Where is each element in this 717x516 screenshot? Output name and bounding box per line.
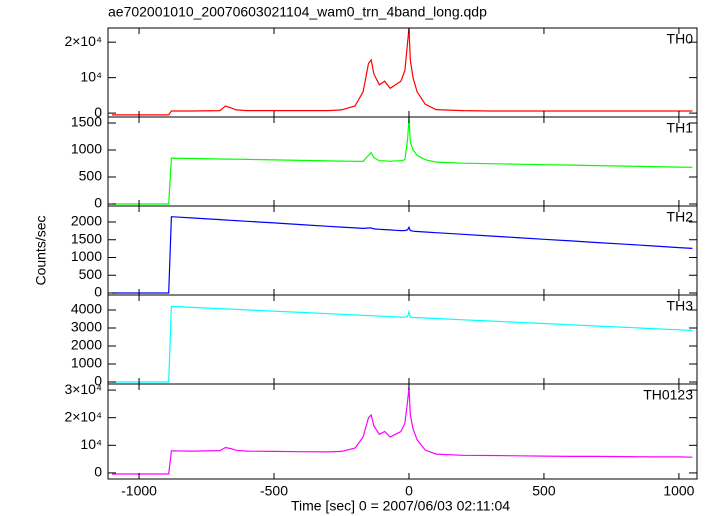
chart-title: ae702001010_20070603021104_wam0_trn_4ban…	[108, 4, 487, 20]
light-curve	[112, 27, 693, 116]
panel-frame	[107, 383, 698, 480]
y-tick-label: 2000	[71, 337, 102, 353]
y-tick-label: 1500	[71, 114, 102, 130]
x-tick-label: 500	[532, 483, 556, 499]
y-tick-label: 2000	[71, 213, 102, 229]
x-tick-label: 1000	[663, 483, 694, 499]
y-tick-label: 10⁴	[80, 68, 102, 84]
light-curve	[112, 216, 693, 294]
x-tick-label: -1000	[121, 483, 157, 499]
panel-frame	[107, 205, 698, 296]
y-tick-label: 3000	[71, 319, 102, 335]
y-tick-label: 0	[94, 195, 102, 211]
panel-frame	[107, 294, 698, 385]
x-axis-label: Time [sec] 0 = 2007/06/03 02:11:04	[291, 498, 510, 514]
panel-label: TH2	[667, 209, 694, 225]
y-tick-label: 2×10⁴	[64, 33, 102, 49]
y-tick-label: 2×10⁴	[64, 408, 102, 424]
panel-frame	[107, 27, 698, 118]
y-axis-label: Counts/sec	[33, 215, 49, 285]
light-curve	[112, 305, 693, 383]
y-tick-label: 500	[79, 168, 103, 184]
panel-label: TH3	[667, 298, 694, 314]
y-tick-label: 500	[79, 266, 103, 282]
x-tick-label: -500	[260, 483, 288, 499]
y-tick-label: 0	[94, 104, 102, 120]
y-tick-label: 3×10⁴	[64, 381, 102, 397]
y-tick-label: 0	[94, 464, 102, 480]
light-curve	[112, 387, 693, 475]
y-tick-label: 0	[94, 284, 102, 300]
y-tick-label: 4000	[71, 301, 102, 317]
y-tick-label: 1000	[71, 141, 102, 157]
y-tick-label: 0	[94, 373, 102, 389]
y-tick-label: 1000	[71, 248, 102, 264]
y-tick-label: 1500	[71, 230, 102, 246]
y-tick-label: 10⁴	[80, 436, 102, 452]
light-curve	[112, 117, 693, 205]
panel-label: TH1	[667, 120, 694, 136]
panel-label: TH0	[667, 31, 694, 47]
x-tick-label: 0	[405, 483, 413, 499]
y-tick-label: 1000	[71, 355, 102, 371]
panel-frame	[107, 116, 698, 207]
panel-label: TH0123	[643, 387, 693, 403]
